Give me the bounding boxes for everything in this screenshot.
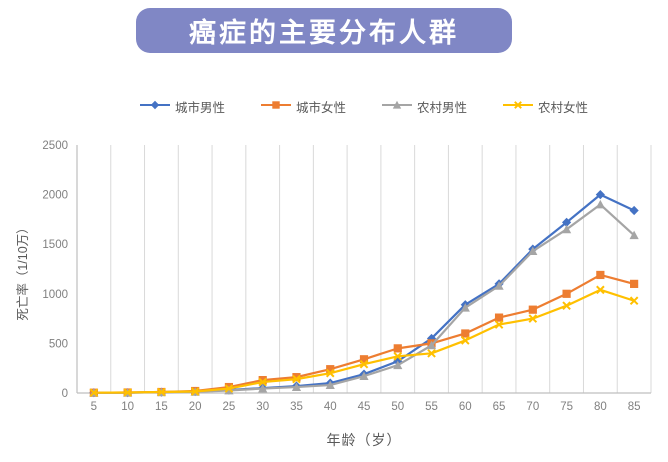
data-point: [561, 217, 572, 227]
x-tick-label: 70: [526, 401, 539, 413]
legend-label: 城市男性: [174, 101, 225, 115]
x-tick-label: 50: [391, 401, 404, 413]
y-tick-label: 2000: [42, 190, 68, 202]
legend-item-rural-male: 农村男性: [382, 97, 467, 116]
data-point: [393, 351, 403, 361]
data-point: [629, 296, 639, 306]
y-tick-label: 0: [62, 388, 68, 400]
x-axis-title: 年龄（岁）: [326, 432, 402, 448]
data-point: [258, 376, 267, 385]
data-point: [494, 281, 504, 290]
data-point: [326, 365, 335, 374]
data-point: [393, 344, 402, 353]
data-point: [123, 388, 132, 397]
legend-item-urban-female: 城市女性: [260, 97, 346, 116]
y-axis-title: 死亡率（1/10万）: [16, 221, 30, 321]
data-point: [596, 270, 605, 280]
y-tick-label: 500: [49, 338, 68, 350]
legend-label: 城市女性: [295, 101, 346, 115]
data-point: [629, 230, 639, 240]
x-tick-label: 30: [256, 401, 269, 413]
y-tick-label: 1500: [42, 239, 68, 251]
data-point: [292, 374, 301, 384]
data-point: [562, 289, 571, 298]
data-point: [359, 371, 369, 381]
square-marker-icon: [260, 98, 291, 116]
data-point: [528, 246, 538, 256]
x-marker-icon: [503, 98, 534, 116]
data-point: [272, 100, 280, 109]
data-point: [292, 373, 301, 382]
data-point: [291, 382, 302, 391]
diamond-marker-icon: [139, 98, 170, 116]
data-point: [629, 205, 639, 216]
title-banner: 癌症的主要分布人群: [136, 8, 512, 53]
data-point: [460, 303, 470, 312]
legend-item-rural-female: 农村女性: [503, 97, 588, 116]
data-point: [528, 305, 537, 314]
data-point: [392, 100, 402, 109]
data-point: [494, 313, 504, 322]
x-tick-label: 85: [628, 401, 641, 413]
y-tick-label: 1000: [42, 289, 68, 301]
data-point: [494, 320, 504, 329]
data-point: [528, 314, 538, 323]
data-point: [190, 387, 200, 396]
legend-label: 农村男性: [417, 101, 468, 115]
legend-item-urban-male: 城市男性: [139, 97, 225, 116]
x-tick-label: 60: [459, 401, 472, 413]
x-tick-label: 35: [290, 401, 303, 413]
data-point: [595, 190, 605, 200]
triangle-marker-icon: [382, 98, 412, 116]
data-point: [561, 224, 572, 234]
data-point: [562, 301, 571, 311]
data-point: [630, 279, 639, 288]
data-point: [325, 380, 335, 389]
x-tick-label: 40: [324, 401, 337, 413]
x-tick-label: 25: [223, 401, 236, 413]
x-tick-label: 80: [594, 401, 607, 413]
chart-legend: 城市男性 城市女性 农村男性 农村女性: [77, 97, 651, 116]
x-tick-label: 10: [121, 401, 134, 413]
data-point: [427, 349, 436, 358]
data-point: [258, 383, 268, 393]
x-tick-label: 45: [358, 401, 371, 413]
data-point: [224, 385, 234, 395]
data-point: [514, 100, 522, 109]
data-point: [359, 359, 369, 369]
x-tick-label: 65: [493, 401, 506, 413]
y-tick-label: 2500: [42, 140, 68, 152]
data-point: [359, 355, 369, 364]
x-tick-label: 20: [189, 401, 202, 413]
data-point: [224, 384, 234, 393]
data-point: [325, 368, 335, 378]
page-title: 癌症的主要分布人群: [189, 18, 459, 48]
legend-label: 农村女性: [538, 101, 589, 115]
data-point: [461, 329, 470, 338]
data-point: [426, 340, 437, 350]
data-point: [89, 388, 99, 398]
data-point: [595, 199, 605, 209]
x-tick-label: 75: [560, 401, 573, 413]
data-point: [157, 387, 166, 397]
data-point: [393, 360, 403, 370]
data-point: [460, 336, 470, 345]
x-tick-label: 55: [425, 401, 438, 413]
data-point: [596, 285, 605, 295]
x-tick-label: 15: [155, 401, 168, 413]
x-tick-label: 5: [91, 401, 97, 413]
data-point: [258, 377, 268, 387]
